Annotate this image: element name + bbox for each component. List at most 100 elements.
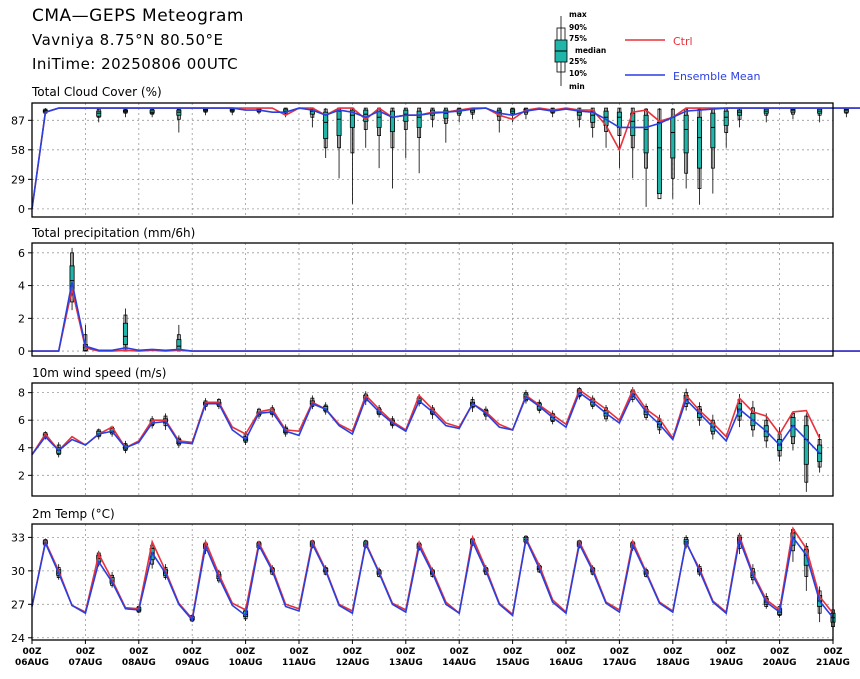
y-tick-label: 2 <box>18 312 25 325</box>
box-iqr <box>723 110 729 126</box>
x-tick-date: 17AUG <box>602 658 636 668</box>
ensemble-box <box>616 107 622 169</box>
box-iqr <box>643 114 649 154</box>
x-tick-hour: 00Z <box>503 647 523 657</box>
ctrl-line <box>32 288 860 352</box>
y-tick-label: 33 <box>11 531 25 544</box>
ensemble-box <box>710 107 716 194</box>
panel-2: Total precipitation (mm/6h) 0 2 4 6 <box>18 226 860 358</box>
ensemble-box <box>843 107 849 118</box>
x-tick-date: 10AUG <box>229 658 263 668</box>
y-tick-label: 2 <box>18 469 25 482</box>
legend-box-label: 10% <box>569 69 587 78</box>
legend-box-glyph: max 90% 75% median 25% 10% min <box>554 10 606 91</box>
legend-box-label: 75% <box>569 34 587 43</box>
y-tick-label: 87 <box>11 114 25 127</box>
x-tick-hour: 00Z <box>450 647 470 657</box>
legend-box-label: 25% <box>569 57 587 66</box>
x-tick-date: 08AUG <box>122 658 156 668</box>
box-iqr <box>416 110 422 128</box>
ensemble-mean-line <box>31 391 821 456</box>
y-tick-label: 8 <box>18 387 25 400</box>
box-iqr <box>176 109 182 116</box>
box-iqr <box>843 108 849 113</box>
ensemble-box <box>817 433 823 473</box>
panel-frame <box>31 523 834 641</box>
legend-box-label: min <box>569 82 585 91</box>
ensemble-box <box>176 324 182 352</box>
panel-frame <box>31 242 834 357</box>
x-tick-hour: 00Z <box>556 647 576 657</box>
y-tick-label: 58 <box>11 144 25 157</box>
y-tick-label: 4 <box>18 442 25 455</box>
panel-4: 2m Temp (°C) 24 27 30 33 <box>11 507 836 645</box>
x-tick-hour: 00Z <box>183 647 203 657</box>
ctrl-line <box>31 388 821 456</box>
y-tick-label: 24 <box>11 632 25 645</box>
ensemble-box <box>96 108 102 123</box>
page-title: CMA—GEPS Meteogram <box>32 6 244 26</box>
station-label: Vavniya 8.75°N 80.50°E <box>32 31 224 49</box>
box-iqr <box>443 109 449 119</box>
x-tick-hour: 00Z <box>76 647 96 657</box>
box-iqr <box>656 121 662 194</box>
box-iqr <box>176 339 182 350</box>
legend-box-label: median <box>575 46 606 55</box>
x-tick-hour: 00Z <box>22 647 42 657</box>
box-iqr <box>69 265 75 295</box>
box-iqr <box>349 109 355 128</box>
box-iqr <box>710 112 716 149</box>
ensemble-box <box>790 107 796 120</box>
legend-lines: Ctrl Ensemble Mean <box>625 35 760 83</box>
ensemble-box <box>670 108 676 199</box>
y-tick-label: 27 <box>11 598 25 611</box>
x-tick-hour: 00Z <box>823 647 843 657</box>
x-tick-hour: 00Z <box>610 647 630 657</box>
panel-3: 10m wind speed (m/s) 2 4 6 8 <box>18 366 834 497</box>
box-iqr <box>336 110 342 136</box>
ensemble-box <box>790 411 796 451</box>
ensemble-box <box>363 107 369 148</box>
ensemble-box <box>697 108 703 205</box>
ensemble-box <box>416 107 422 174</box>
box-iqr <box>149 109 155 114</box>
y-tick-label: 0 <box>18 203 25 216</box>
legend-ctrl-label: Ctrl <box>673 35 693 48</box>
x-tick-date: 21AUG <box>816 658 850 668</box>
panel-frame <box>31 382 834 497</box>
ensemble-box <box>723 107 729 148</box>
x-tick-date: 13AUG <box>389 658 423 668</box>
ensemble-box <box>803 413 809 492</box>
x-tick-hour: 00Z <box>663 647 683 657</box>
x-tick-date: 19AUG <box>709 658 743 668</box>
x-tick-date: 07AUG <box>68 658 102 668</box>
ensemble-box <box>176 108 182 133</box>
box-iqr <box>697 116 703 169</box>
x-tick-hour: 00Z <box>717 647 737 657</box>
x-axis-labels: 00Z06AUG00Z07AUG00Z08AUG00Z09AUG00Z10AUG… <box>15 640 850 668</box>
box-iqr <box>670 116 676 159</box>
box-iqr <box>376 110 382 128</box>
ensemble-box <box>737 107 743 128</box>
x-tick-date: 14AUG <box>442 658 476 668</box>
x-tick-hour: 00Z <box>770 647 790 657</box>
panel-title: Total Cloud Cover (%) <box>31 85 162 99</box>
y-tick-label: 6 <box>18 414 25 427</box>
ensemble-box <box>122 108 128 118</box>
ensemble-box <box>683 108 689 189</box>
box-iqr <box>616 111 622 128</box>
ensemble-box <box>122 308 128 352</box>
legend-mean-label: Ensemble Mean <box>673 70 760 83</box>
x-tick-date: 16AUG <box>549 658 583 668</box>
ensemble-box <box>229 107 235 116</box>
x-tick-date: 15AUG <box>496 658 530 668</box>
ensemble-box <box>763 107 769 123</box>
box-iqr <box>790 108 796 113</box>
ensemble-box <box>603 107 609 148</box>
ensemble-box <box>323 108 329 158</box>
box-iqr <box>683 114 689 154</box>
y-tick-label: 0 <box>18 345 25 358</box>
box-iqr <box>737 109 743 116</box>
legend-box-label: max <box>569 10 587 19</box>
